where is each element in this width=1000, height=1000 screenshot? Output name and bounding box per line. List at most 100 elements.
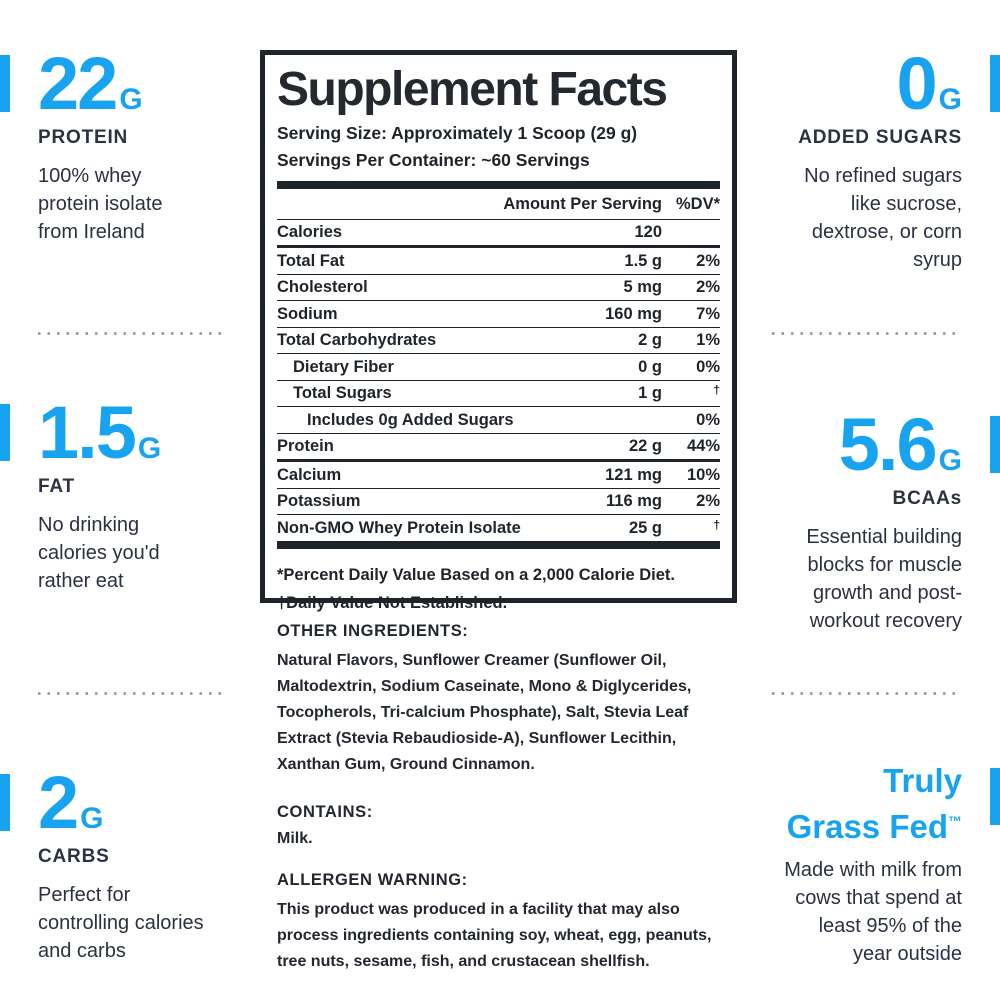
other-ingredients-heading: OTHER INGREDIENTS: <box>277 622 469 640</box>
facts-row: Total Sugars 1 g † <box>277 381 720 408</box>
nutrient-amount: 5 mg <box>623 278 662 297</box>
nutrient-amount: 1.5 g <box>624 251 662 270</box>
protein-description: 100% whey protein isolate from Ireland <box>38 165 163 243</box>
facts-row: Total Fat 1.5 g 2% <box>277 248 720 275</box>
fat-label: FAT <box>38 476 75 497</box>
nutrient-amount: 160 mg <box>605 304 662 323</box>
facts-row: Protein 22 g 44% <box>277 434 720 463</box>
nutrient-amount: 25 g <box>628 518 662 537</box>
added-sugars-amount: 0 G <box>794 42 963 125</box>
callout-fat: 1.5 G FAT No drinking calories you'd rat… <box>0 396 188 595</box>
nutrient-amount: 120 <box>634 223 662 242</box>
nutrient-name: Total Fat <box>277 251 345 270</box>
bcaas-amount: 5.6 G <box>790 408 962 482</box>
callout-protein: 22 G PROTEIN 100% whey protein isolate f… <box>0 47 190 246</box>
nutrient-dv: 1% <box>696 331 720 350</box>
fat-description: No drinking calories you'd rather eat <box>38 514 160 592</box>
footnotes: *Percent Daily Value Based on a 2,000 Ca… <box>277 561 720 617</box>
dotted-divider <box>772 332 962 335</box>
added-sugars-unit: G <box>938 83 962 116</box>
footnote-dagger: †Daily Value Not Established. <box>277 593 508 612</box>
nutrient-name: Total Sugars <box>293 384 392 403</box>
fat-unit: G <box>137 432 162 465</box>
carbs-unit: G <box>80 802 104 835</box>
nutrient-name: Cholesterol <box>277 278 368 297</box>
added-sugars-value: 0 <box>896 42 938 125</box>
facts-row: Non-GMO Whey Protein Isolate 25 g † <box>277 515 720 541</box>
added-sugars-description: No refined sugars like sucrose, dextrose… <box>804 165 962 271</box>
fat-value: 1.5 <box>38 391 137 474</box>
nutrient-dv: 10% <box>686 465 720 484</box>
facts-row: Total Carbohydrates 2 g 1% <box>277 328 720 355</box>
protein-amount: 22 G <box>38 47 190 121</box>
bcaas-description: Essential building blocks for muscle gro… <box>806 526 962 632</box>
callout-bcaas: 5.6 G BCAAs Essential building blocks fo… <box>790 408 1000 635</box>
nutrient-amount: 0 g <box>638 357 662 376</box>
allergen-warning-heading: ALLERGEN WARNING: <box>277 871 468 889</box>
dotted-divider <box>38 332 228 335</box>
nutrient-amount: 116 mg <box>606 492 662 511</box>
bcaas-value: 5.6 <box>838 403 938 486</box>
added-sugars-label: ADDED SUGARS <box>798 127 962 148</box>
thick-rule <box>277 540 720 549</box>
headline-line1: Truly <box>883 762 962 799</box>
servings-per-container: Servings Per Container: ~60 Servings <box>277 149 590 170</box>
column-header-dv: %DV* <box>675 194 720 213</box>
accent-bar <box>990 55 1000 112</box>
nutrient-dv: 0% <box>696 410 720 429</box>
protein-value: 22 <box>38 42 118 125</box>
bcaas-label: BCAAs <box>892 488 962 509</box>
footnote-daily-value: *Percent Daily Value Based on a 2,000 Ca… <box>277 565 676 584</box>
callout-truly-grass-fed: Truly Grass Fed™ Made with milk from cow… <box>782 760 1000 968</box>
callout-added-sugars: 0 G ADDED SUGARS No refined sugars like … <box>794 47 1000 274</box>
truly-grass-fed-description: Made with milk from cows that spend at l… <box>784 859 962 965</box>
facts-row: Calcium 121 mg 10% <box>277 462 720 489</box>
nutrient-name: Calories <box>277 223 343 242</box>
accent-bar <box>0 55 10 112</box>
carbs-description: Perfect for controlling calories and car… <box>38 884 204 962</box>
bcaas-unit: G <box>938 444 962 477</box>
facts-row: Dietary Fiber 0 g 0% <box>277 354 720 381</box>
dotted-divider <box>772 692 962 695</box>
accent-bar <box>0 404 10 461</box>
carbs-label: CARBS <box>38 846 110 867</box>
nutrient-name: Calcium <box>277 465 342 484</box>
carbs-amount: 2 G <box>38 766 226 840</box>
nutrient-amount: 1 g <box>638 384 662 403</box>
trademark-symbol: ™ <box>948 813 962 829</box>
nutrient-name: Non-GMO Whey Protein Isolate <box>277 518 521 537</box>
thick-rule <box>277 180 720 189</box>
column-header-amount: Amount Per Serving <box>503 194 662 213</box>
accent-bar <box>0 774 10 831</box>
nutrient-name: Total Carbohydrates <box>277 331 437 350</box>
fat-amount: 1.5 G <box>38 396 188 470</box>
contains-text: Milk. <box>277 830 313 847</box>
headline-line2: Grass Fed <box>786 808 948 845</box>
nutrient-name: Includes 0g Added Sugars <box>307 410 514 429</box>
other-ingredients-text: Natural Flavors, Sunflower Creamer (Sunf… <box>277 652 692 773</box>
accent-bar <box>990 416 1000 473</box>
nutrient-name: Potassium <box>277 492 361 511</box>
nutrient-dv: 0% <box>696 357 720 376</box>
facts-row: Potassium 116 mg 2% <box>277 489 720 516</box>
nutrient-name: Sodium <box>277 304 338 323</box>
allergen-warning-text: This product was produced in a facility … <box>277 901 712 970</box>
nutrient-amount: 121 mg <box>605 465 662 484</box>
serving-size: Serving Size: Approximately 1 Scoop (29 … <box>277 122 638 143</box>
protein-unit: G <box>119 83 143 116</box>
contains-heading: CONTAINS: <box>277 803 373 821</box>
carbs-value: 2 <box>38 761 79 844</box>
facts-row: Sodium 160 mg 7% <box>277 301 720 328</box>
nutrient-dv: 2% <box>696 492 720 511</box>
nutrient-name: Protein <box>277 437 334 456</box>
facts-header: Amount Per Serving %DV* <box>277 189 720 220</box>
nutrient-name: Dietary Fiber <box>293 357 394 376</box>
panel-title: Supplement Facts <box>277 63 668 116</box>
accent-bar <box>990 768 1000 825</box>
protein-label: PROTEIN <box>38 127 129 148</box>
bottom-info: OTHER INGREDIENTS: Natural Flavors, Sunf… <box>277 622 725 975</box>
supplement-facts-panel: Supplement Facts Serving Size: Approxima… <box>260 50 737 612</box>
facts-row: Calories 120 <box>277 220 720 249</box>
truly-grass-fed-headline: Truly Grass Fed™ <box>782 760 962 847</box>
